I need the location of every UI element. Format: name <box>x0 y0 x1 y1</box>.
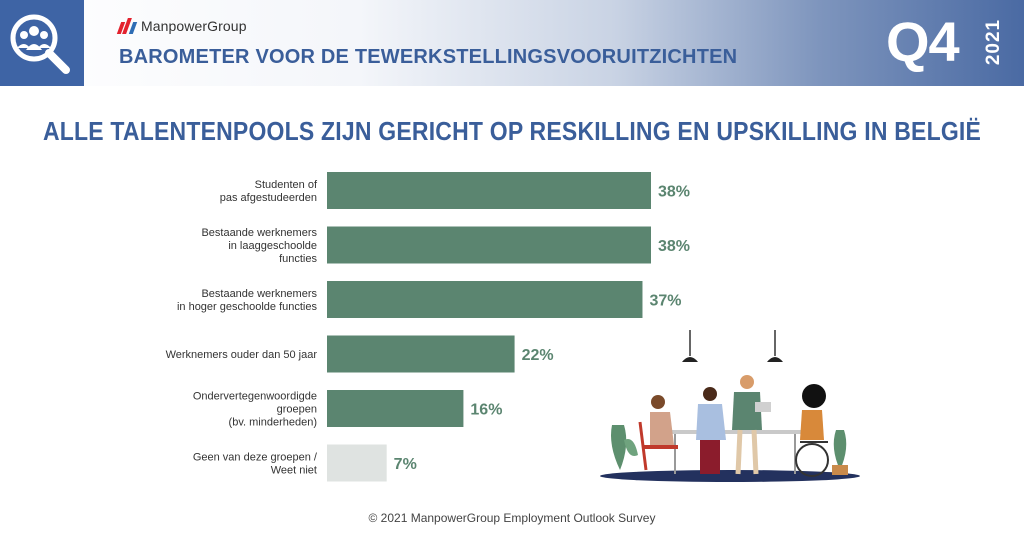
value-label-2: 37% <box>649 293 681 310</box>
category-label-0: Studenten of pas afgestudeerden <box>220 179 318 204</box>
chart-title: ALLE TALENTENPOOLS ZIJN GERICHT OP RESKI… <box>42 116 982 146</box>
value-label-4: 16% <box>470 402 502 419</box>
category-label-2: Bestaande werknemers in hoger geschoolde … <box>177 288 318 313</box>
bar-chart: 38% Studenten of pas afgestudeerden 38% Best… <box>166 172 690 482</box>
brand: ManpowerGroup <box>116 18 247 34</box>
footer-credit: © 2021 ManpowerGroup Employment Outlook … <box>368 511 656 525</box>
bar-3 <box>327 335 515 373</box>
brand-name: ManpowerGroup <box>141 18 247 34</box>
header-title: BAROMETER VOOR DE TEWERKSTELLINGSVOORUIT… <box>119 46 738 68</box>
bar-2 <box>327 281 643 318</box>
bar-4 <box>327 390 464 427</box>
category-label-1: Bestaande werknemers in laaggeschoolde fun… <box>201 227 317 265</box>
bar-5 <box>327 444 387 482</box>
office-workers-illustration <box>600 330 860 482</box>
category-label-4: Ondervertegenwoordigde groepen (bv. minder… <box>193 391 317 429</box>
search-tile <box>0 0 84 86</box>
bar-0 <box>327 172 651 209</box>
header-banner <box>0 0 1024 86</box>
category-label-3: Werknemers ouder dan 50 jaar <box>166 349 318 361</box>
bar-1 <box>327 226 651 264</box>
people-search-icon <box>10 14 70 74</box>
value-label-3: 22% <box>522 347 554 364</box>
quarter-label: Q4 <box>886 10 960 73</box>
value-label-0: 38% <box>658 184 690 201</box>
value-label-1: 38% <box>658 238 690 255</box>
value-label-5: 7% <box>394 456 417 473</box>
category-label-5: Geen van deze groepen / Weet niet <box>193 452 318 477</box>
